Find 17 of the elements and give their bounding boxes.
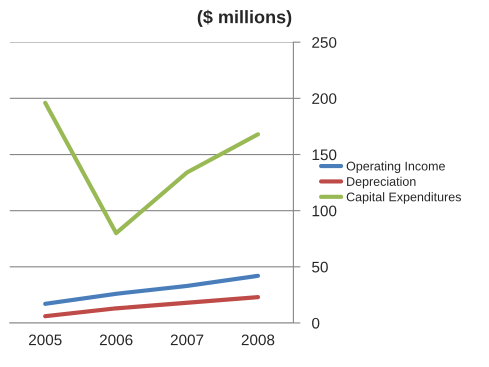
legend-label: Operating Income xyxy=(346,161,445,174)
y-tick-label: 100 xyxy=(312,206,336,216)
y-tick-label: 250 xyxy=(312,37,336,48)
x-tick-label: 2007 xyxy=(170,334,204,346)
y-tick-label: 150 xyxy=(312,149,336,160)
line-series xyxy=(43,274,260,306)
chart-title: ($ millions) xyxy=(198,10,292,27)
line-series xyxy=(43,295,260,318)
y-tick-label: 0 xyxy=(312,318,320,329)
y-tick-label: 50 xyxy=(312,262,328,272)
legend-label: Depreciation xyxy=(347,176,416,188)
line-series xyxy=(43,100,260,236)
x-tick-label: 2006 xyxy=(100,334,132,346)
y-tick-label: 200 xyxy=(312,93,336,104)
legend-label: Capital Expenditures xyxy=(346,192,461,204)
x-tick-label: 2005 xyxy=(29,334,62,346)
x-tick-label: 2008 xyxy=(242,334,274,346)
